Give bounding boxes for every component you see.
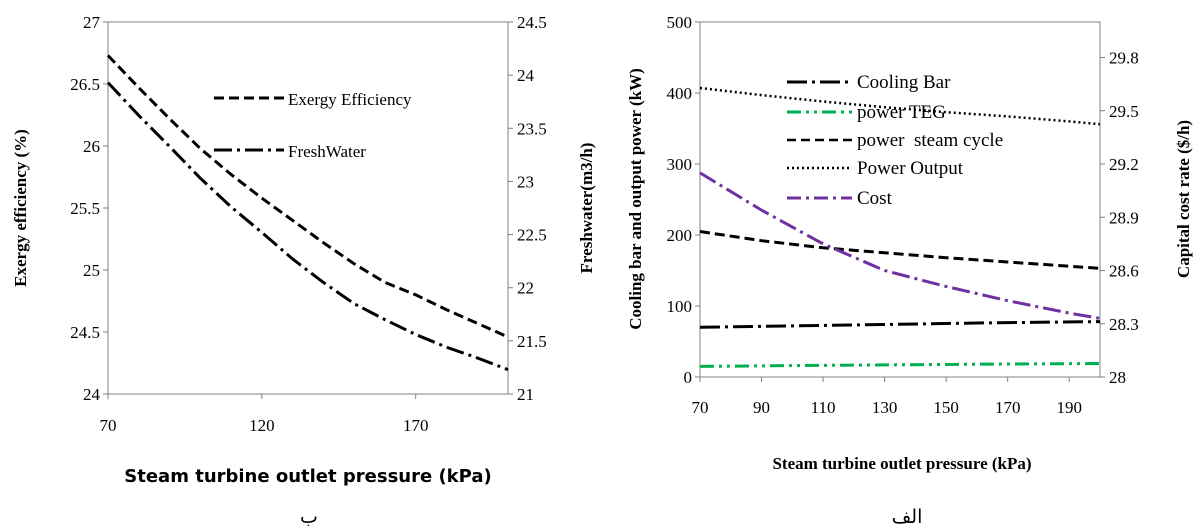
series-line-power-teg bbox=[699, 362, 1101, 368]
y2-tick-label: 29.8 bbox=[1109, 49, 1139, 68]
y2-tick-label: 21.5 bbox=[517, 332, 547, 351]
y2-tick-label: 23.5 bbox=[517, 119, 547, 138]
series-line-exergy-efficiency bbox=[106, 54, 509, 339]
x-tick-label: 150 bbox=[933, 398, 959, 417]
y-tick-label: 100 bbox=[667, 297, 693, 316]
legend: Cooling Bar power TEG power steam cycle … bbox=[787, 72, 1003, 209]
y-tick-label: 400 bbox=[667, 84, 693, 103]
y2-tick-label: 29.2 bbox=[1109, 155, 1139, 174]
y-axis-title-left: Exergy efficiency (%) bbox=[11, 129, 30, 287]
y-tick-label: 24 bbox=[83, 385, 101, 404]
y2-tick-label: 24 bbox=[517, 66, 535, 85]
y2-tick-label: 21 bbox=[517, 385, 534, 404]
legend-label-power-teg: power TEG bbox=[857, 102, 946, 123]
x-tick-label: 120 bbox=[249, 416, 275, 435]
x-tick-label: 170 bbox=[403, 416, 429, 435]
y-axis-title-right: Freshwater(m3/h) bbox=[577, 143, 596, 274]
y-tick-label: 26.5 bbox=[70, 75, 100, 94]
y-tick-label: 200 bbox=[667, 226, 693, 245]
y2-tick-label: 28.6 bbox=[1109, 262, 1139, 281]
y2-tick-label: 29.5 bbox=[1109, 102, 1139, 121]
plot-frame bbox=[699, 21, 1101, 378]
y2-tick-label: 22.5 bbox=[517, 226, 547, 245]
y-tick-label: 300 bbox=[667, 155, 693, 174]
y2-tick-label: 28.3 bbox=[1109, 315, 1139, 334]
y-tick-label: 0 bbox=[684, 368, 693, 387]
y2-tick-label: 22 bbox=[517, 279, 534, 298]
x-tick-label: 110 bbox=[811, 398, 836, 417]
series-line-power-output bbox=[699, 86, 1101, 126]
y2-tick-label: 28.9 bbox=[1109, 208, 1139, 227]
y2-tick-label: 23 bbox=[517, 172, 534, 191]
y-axis-title-left: Cooling bar and output power (kW) bbox=[626, 68, 645, 330]
x-axis-title: Steam turbine outlet pressure (kPa) bbox=[772, 454, 1031, 473]
chart-marks: 24 24.5 25 25.5 26 26.5 27 21 21.5 22 22.5 23 23.5 24… bbox=[70, 13, 547, 435]
x-tick-label: 70 bbox=[100, 416, 117, 435]
legend-label-exergy-efficiency: Exergy Efficiency bbox=[288, 90, 412, 109]
y-tick-label: 25 bbox=[83, 261, 100, 280]
y-tick-label: 27 bbox=[83, 13, 101, 32]
chart-marks: 0 100 200 300 400 500 28 28.3 28.6 28.9 29.2 29.5 29… bbox=[667, 13, 1139, 417]
x-tick-label: 170 bbox=[995, 398, 1021, 417]
legend-label-freshwater: FreshWater bbox=[288, 142, 366, 161]
plot-frame bbox=[107, 21, 509, 395]
legend-label-power-output: Power Output bbox=[857, 158, 964, 179]
y-tick-label: 24.5 bbox=[70, 323, 100, 342]
legend-label-power-steam-cycle: power steam cycle bbox=[857, 130, 1003, 151]
series-line-cost bbox=[699, 171, 1101, 320]
x-tick-label: 190 bbox=[1056, 398, 1082, 417]
series-line-power-steam-cycle bbox=[699, 230, 1101, 270]
y-axis-title-right: Capital cost rate ($/h) bbox=[1174, 120, 1193, 278]
chart-caption: الف bbox=[892, 506, 923, 528]
y2-tick-label: 24.5 bbox=[517, 13, 547, 32]
x-tick-label: 130 bbox=[872, 398, 898, 417]
x-tick-label: 90 bbox=[753, 398, 770, 417]
y2-tick-label: 28 bbox=[1109, 368, 1126, 387]
y-tick-label: 500 bbox=[667, 13, 693, 32]
series-line-freshwater bbox=[106, 81, 509, 372]
legend: Exergy Efficiency FreshWater bbox=[214, 90, 412, 161]
series-line-cooling-bar bbox=[699, 320, 1101, 329]
x-tick-label: 70 bbox=[692, 398, 709, 417]
legend-label-cost: Cost bbox=[857, 188, 893, 209]
y-tick-label: 26 bbox=[83, 137, 100, 156]
chart-exergy-freshwater: 24 24.5 25 25.5 26 26.5 27 21 21.5 22 22.5 23 23.5 24… bbox=[11, 13, 596, 528]
chart-cooling-power-cost: 0 100 200 300 400 500 28 28.3 28.6 28.9 29.2 29.5 29… bbox=[626, 13, 1193, 528]
x-axis-title: Steam turbine outlet pressure (kPa) bbox=[124, 466, 491, 487]
legend-label-cooling-bar: Cooling Bar bbox=[857, 72, 951, 93]
chart-caption: ب bbox=[300, 506, 318, 528]
y-tick-label: 25.5 bbox=[70, 199, 100, 218]
